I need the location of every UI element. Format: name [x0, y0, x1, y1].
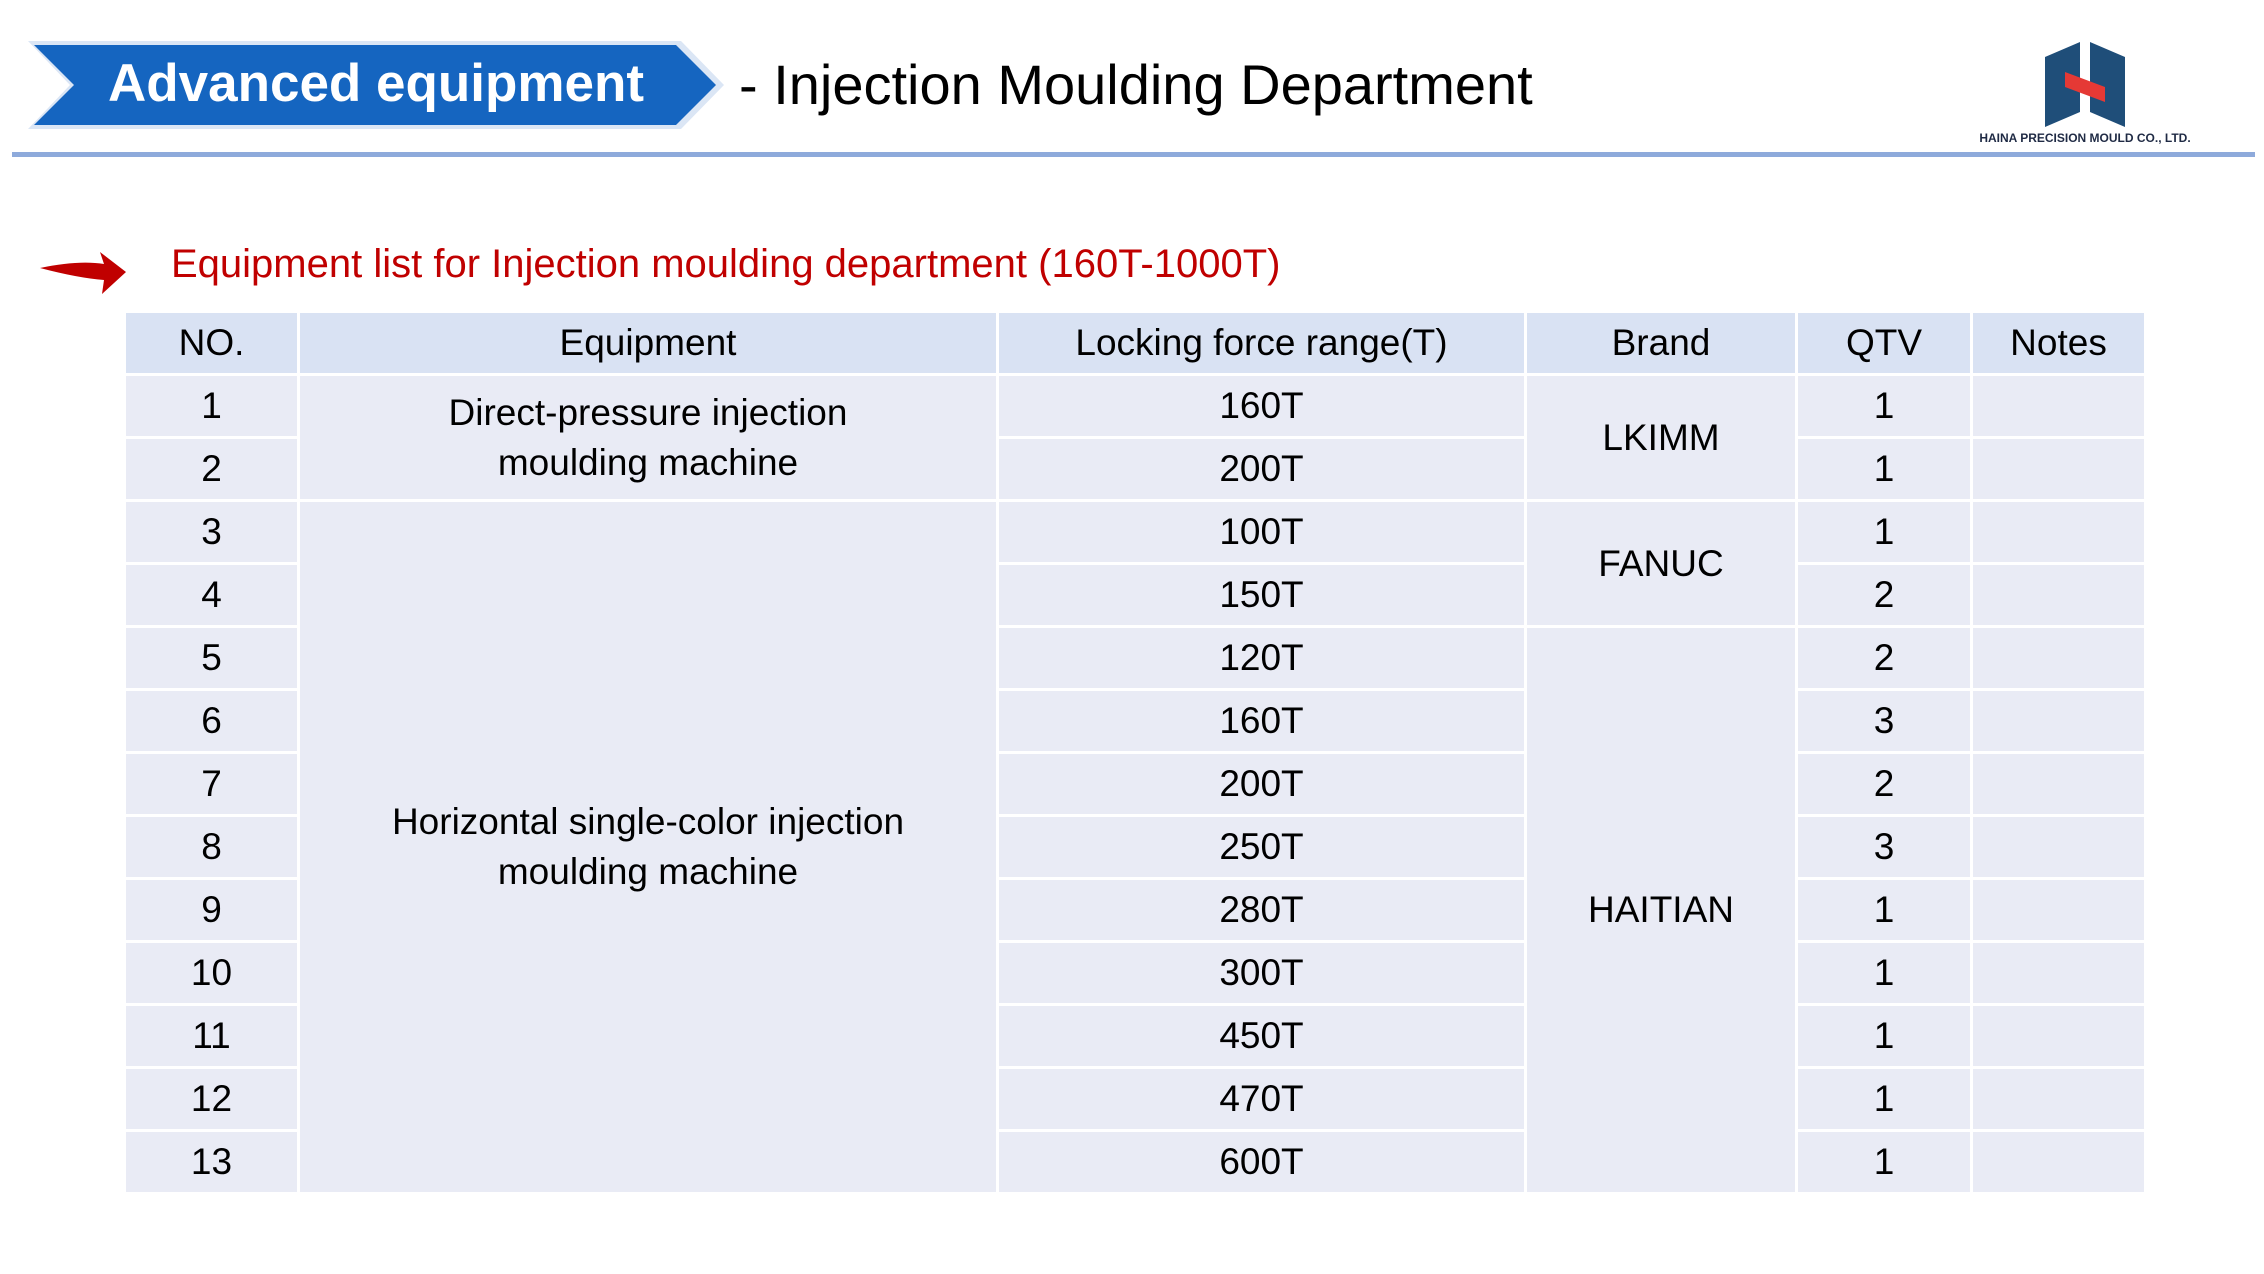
table-cell: 2	[1795, 562, 1973, 628]
table-row: 9 280T 1	[123, 877, 2147, 943]
table-cell: 7	[123, 751, 300, 817]
table-cell: Horizontal single-color injection mouldi…	[297, 499, 999, 1195]
table-cell: 1	[1795, 1066, 1973, 1132]
table-row: 10 300T 1	[123, 940, 2147, 1006]
table-cell: 2	[1795, 751, 1973, 817]
arrow-shape	[40, 252, 126, 294]
table-row: 13 600T 1	[123, 1129, 2147, 1195]
table-cell: 11	[123, 1003, 300, 1069]
table-cell: 160T	[996, 688, 1527, 754]
section-title: Equipment list for Injection moulding de…	[171, 242, 1281, 286]
table-cell: 1	[1795, 373, 1973, 439]
column-header: NO.	[123, 310, 300, 376]
table-cell: 9	[123, 877, 300, 943]
empty-cell	[1970, 373, 2147, 439]
header-title: - Injection Moulding Department	[739, 53, 1533, 116]
equipment-table: NO. Equipment Locking force range(T) Brand Q…	[123, 310, 2147, 1195]
table-cell: 600T	[996, 1129, 1527, 1195]
table-cell: 160T	[996, 373, 1527, 439]
equipment-label: Direct-pressure injection moulding machi…	[448, 391, 848, 483]
table-row: 7 200T 2	[123, 751, 2147, 817]
logo-bar	[2065, 72, 2105, 102]
table-cell: Direct-pressure injection moulding machi…	[297, 373, 999, 502]
empty-cell	[1970, 814, 2147, 880]
empty-cell	[1970, 562, 2147, 628]
table-cell: 1	[123, 373, 300, 439]
table-cell: 300T	[996, 940, 1527, 1006]
table-cell: 4	[123, 562, 300, 628]
empty-cell	[1970, 940, 2147, 1006]
table-cell: LKIMM	[1524, 373, 1798, 502]
empty-cell	[1970, 499, 2147, 565]
table-row: 5 120T HAITIAN 2	[123, 625, 2147, 1195]
table-cell: 200T	[996, 436, 1527, 502]
column-header: Locking force range(T)	[996, 310, 1527, 376]
table-cell: 120T	[996, 625, 1527, 691]
table-cell: 150T	[996, 562, 1527, 628]
table-row: 11 450T 1	[123, 1003, 2147, 1069]
column-header: Brand	[1524, 310, 1798, 376]
table-cell: 2	[123, 436, 300, 502]
logo-text: HAINA PRECISION MOULD CO., LTD.	[1979, 131, 2190, 145]
table-cell: 3	[1795, 688, 1973, 754]
table-cell: 1	[1795, 940, 1973, 1006]
logo: HAINA PRECISION MOULD CO., LTD.	[1979, 42, 2191, 145]
badge-text: Advanced equipment	[108, 54, 644, 113]
table-row: 4 150T 2	[123, 562, 2147, 628]
table-cell: 6	[123, 688, 300, 754]
table-body: 1 Direct-pressure injection moulding mach…	[123, 373, 2147, 1195]
table-cell: 450T	[996, 1003, 1527, 1069]
empty-cell	[1970, 625, 2147, 691]
table-row: 8 250T 3	[123, 814, 2147, 880]
logo-left	[2045, 42, 2080, 127]
table-row: 12 470T 1	[123, 1066, 2147, 1132]
table-cell: 1	[1795, 1003, 1973, 1069]
table-cell: FANUC	[1524, 499, 1798, 628]
header-rule	[12, 152, 2255, 157]
table-cell: 1	[1795, 436, 1973, 502]
table-cell: 3	[123, 499, 300, 565]
table-cell: 1	[1795, 877, 1973, 943]
table-cell: 470T	[996, 1066, 1527, 1132]
table-cell: 3	[1795, 814, 1973, 880]
empty-cell	[1970, 436, 2147, 502]
table-cell: 2	[1795, 625, 1973, 691]
empty-cell	[1970, 1066, 2147, 1132]
empty-cell	[1970, 1129, 2147, 1195]
table-row: 1 Direct-pressure injection moulding mach…	[123, 373, 2147, 502]
table-cell: 1	[1795, 499, 1973, 565]
header-badge: Advanced equipment	[28, 41, 724, 129]
header-row: NO. Equipment Locking force range(T) Brand Q…	[123, 310, 2147, 376]
empty-cell	[1970, 751, 2147, 817]
table-cell: 1	[1795, 1129, 1973, 1195]
equipment-label: Horizontal single-color injection mouldi…	[391, 801, 905, 892]
empty-cell	[1970, 688, 2147, 754]
logo-right	[2090, 42, 2125, 127]
table-row: 2 200T 1	[123, 436, 2147, 502]
table-cell: 8	[123, 814, 300, 880]
badge-shape	[34, 45, 716, 125]
table-cell: HAITIAN	[1524, 625, 1798, 1195]
table-cell: 280T	[996, 877, 1527, 943]
table-cell: 13	[123, 1129, 300, 1195]
column-header: QTV	[1795, 310, 1973, 376]
table-row: 6 160T 3	[123, 688, 2147, 754]
table-cell: 12	[123, 1066, 300, 1132]
table-cell: 250T	[996, 814, 1527, 880]
section-arrow	[40, 252, 126, 294]
column-header: Notes	[1970, 310, 2147, 376]
empty-cell	[1970, 877, 2147, 943]
empty-cell	[1970, 1003, 2147, 1069]
table-cell: 10	[123, 940, 300, 1006]
column-header: Equipment	[297, 310, 999, 376]
table-cell: 100T	[996, 499, 1527, 565]
table-row: 3 Horizontal single-color injection mould…	[123, 499, 2147, 1195]
table-cell: 200T	[996, 751, 1527, 817]
table-cell: 5	[123, 625, 300, 691]
